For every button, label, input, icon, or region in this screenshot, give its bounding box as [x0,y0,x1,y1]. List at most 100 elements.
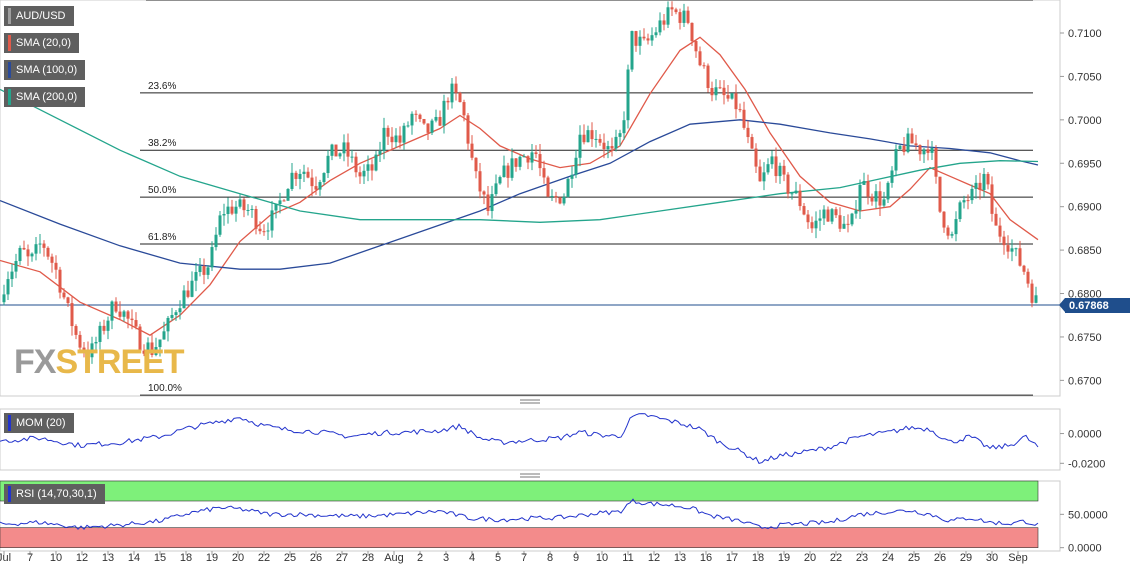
candle-body [98,325,102,342]
candle-down [710,81,714,102]
candle-up [570,166,574,188]
candle-body [526,156,530,163]
legend-label-mom: MOM (20) [16,417,66,429]
candle-body [554,195,558,198]
candle-down [966,194,970,210]
candle-up [1014,247,1018,257]
main-panel [0,0,1061,397]
candle-body [698,51,702,66]
candle-down [698,46,702,67]
candle-down [662,14,666,31]
candle-down [702,62,706,69]
candle-down [282,198,286,202]
x-tick-label: 14 [128,552,140,564]
candle-down [866,174,870,205]
candle-down [78,331,82,353]
candle-body [870,196,874,202]
main-y-tick-label: 0.6800 [1068,289,1102,301]
candle-body [54,262,58,270]
candle-body [110,301,114,321]
candle-down [994,207,998,226]
candle-down [926,139,930,161]
candle-up [950,231,954,239]
candle-down [42,240,46,257]
candle-down [130,309,134,330]
candle-body [658,20,662,33]
candle-down [258,221,262,235]
candle-body [406,125,410,127]
candle-body [730,93,734,99]
candle-body [982,173,986,190]
candle-up [818,209,822,231]
candle-down [538,143,542,177]
candle-up [290,162,294,191]
mom-line [0,413,1039,464]
candle-body [862,181,866,185]
candle-body [306,171,310,178]
candle-up [122,309,126,322]
candle-up [338,152,342,159]
candle-down [918,144,922,161]
candle-body [630,31,634,70]
legend-sma-200[interactable]: SMA (200,0) [4,87,86,107]
candle-body [22,247,26,250]
candle-down [902,136,906,156]
candle-down [426,123,430,141]
candle-down [22,240,26,250]
legend-label-rsi: RSI (14,70,30,1) [16,488,97,500]
candle-body [302,171,306,174]
candle-down [482,190,486,205]
current-price-value: 0.67868 [1069,299,1109,312]
candle-body [482,191,486,195]
candle-body [802,206,806,215]
candle-down [386,125,390,146]
candle-down [718,80,722,90]
candle-body [10,271,14,280]
candle-up [666,1,670,28]
candle-body [422,118,426,124]
candle-body [518,156,522,167]
candle-body [346,142,350,157]
candle-body [906,133,910,152]
candle-body [142,350,146,354]
candle-body [318,182,322,190]
candle-body [678,12,682,23]
legend-aud-usd[interactable]: AUD/USD [4,6,74,26]
candle-up [182,285,186,309]
candle-down [354,152,358,178]
candle-body [334,144,338,157]
candle-up [494,174,498,197]
x-tick-label: 22 [258,552,270,564]
candle-body [734,93,738,110]
fibonacci-label: 50.0% [148,185,176,196]
candle-body [438,116,442,126]
candle-body [1026,271,1030,284]
candle-body [654,32,658,36]
candle-body [166,317,170,332]
candle-up [830,208,834,225]
legend-sma-20[interactable]: SMA (20,0) [4,33,80,53]
candle-down [142,344,146,357]
candle-body [674,9,678,13]
rsi-overbought-band [0,480,1039,502]
candle-body [354,156,358,173]
candle-body [410,113,414,126]
main-y-tick-label: 0.6900 [1068,202,1102,214]
candle-body [798,190,802,207]
mom-y-tick-label: -0.0200 [1068,458,1105,470]
candle-body [470,143,474,158]
legend-label-sma-20: SMA (20,0) [16,37,72,49]
candle-up [574,149,578,179]
candle-down [934,145,938,184]
candle-body [582,134,586,143]
legend-mom[interactable]: MOM (20) [4,413,74,433]
candle-up [578,125,582,167]
x-tick-label: 25 [908,552,920,564]
candle-up [562,193,566,206]
legend-rsi[interactable]: RSI (14,70,30,1) [4,484,105,504]
x-tick-label: Aug [384,552,404,564]
legend-sma-100[interactable]: SMA (100,0) [4,60,86,80]
candle-down [294,170,298,186]
candle-down [914,134,918,150]
